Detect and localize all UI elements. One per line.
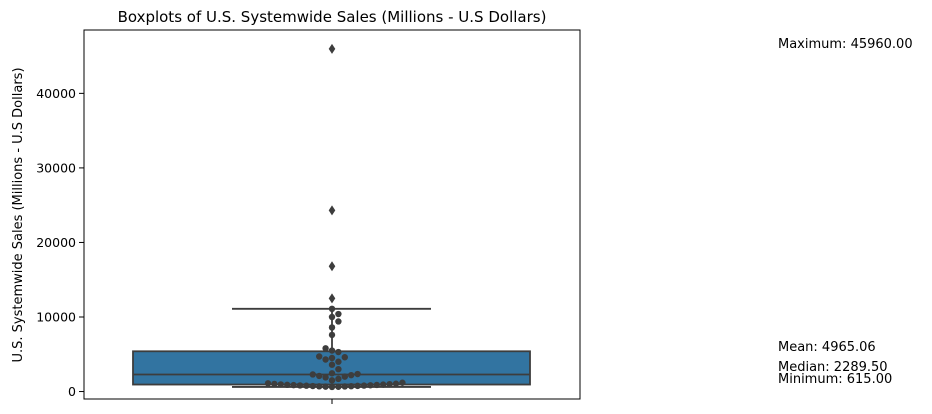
swarm-point xyxy=(328,377,336,384)
y-tick-label: 20000 xyxy=(36,235,76,250)
swarm-point xyxy=(296,382,304,389)
stat-annotation: Minimum: 615.00 xyxy=(778,372,892,387)
swarm-point xyxy=(322,383,329,390)
swarm-point xyxy=(284,381,291,389)
y-axis-label: U.S. Systemwide Sales (Millions - U.S Do… xyxy=(11,67,26,362)
swarm-point xyxy=(335,375,342,383)
plot-frame xyxy=(83,29,581,400)
stat-annotation: Median: 2289.50 xyxy=(778,360,888,375)
swarm-point xyxy=(328,305,336,312)
swarm-point xyxy=(373,381,380,389)
swarm-point xyxy=(303,382,310,389)
stat-annotation: Maximum: 45960.00 xyxy=(778,37,913,52)
chart-title: Boxplots of U.S. Systemwide Sales (Milli… xyxy=(118,8,547,26)
outlier-marker xyxy=(328,261,336,272)
swarm-point xyxy=(264,380,272,387)
swarm-point xyxy=(341,354,348,361)
swarm-point xyxy=(322,345,329,352)
y-tick-label: 30000 xyxy=(36,160,76,175)
y-tick-label: 40000 xyxy=(36,86,76,101)
swarm-point xyxy=(290,381,297,389)
swarm-point xyxy=(277,381,284,388)
swarm-point xyxy=(380,381,387,388)
swarm-point xyxy=(386,380,393,388)
swarm-point xyxy=(335,348,342,356)
swarm-point xyxy=(328,331,336,339)
swarm-point xyxy=(348,371,355,379)
stat-annotation: Mean: 4965.06 xyxy=(778,340,876,355)
swarm-point xyxy=(309,382,316,390)
swarm-point xyxy=(328,347,336,354)
swarm-point xyxy=(335,358,342,365)
y-tick-label: 0 xyxy=(68,384,76,399)
stats-annotations: Maximum: 45960.00 Mean: 4965.06 Median: 22… xyxy=(778,37,913,387)
swarm-point xyxy=(316,383,323,390)
outlier-marker xyxy=(328,293,336,304)
y-tick-label: 10000 xyxy=(36,310,76,325)
swarm-point xyxy=(328,324,336,331)
swarm-point xyxy=(328,370,336,377)
swarm-point xyxy=(354,382,361,390)
swarm-point xyxy=(335,365,342,373)
swarm-point xyxy=(309,371,316,378)
swarm-point xyxy=(335,383,342,390)
swarm-point xyxy=(316,353,323,360)
swarm-point xyxy=(348,382,355,390)
swarm-point xyxy=(328,313,336,321)
swarm-point xyxy=(316,372,323,380)
outlier-marker xyxy=(328,205,336,216)
swarm-point xyxy=(335,318,342,325)
swarm-point xyxy=(392,380,400,387)
swarm-point xyxy=(341,383,348,390)
swarm-point xyxy=(360,382,368,389)
swarm-point xyxy=(399,379,406,386)
swarm-point xyxy=(354,370,361,378)
swarm-point xyxy=(341,373,348,380)
swarm-point xyxy=(367,382,374,389)
outlier-marker xyxy=(328,43,336,54)
swarm-point xyxy=(335,310,342,318)
swarm-point xyxy=(328,383,336,391)
plot-area: 0 10000 20000 30000 40000 xyxy=(36,29,581,404)
swarm-point xyxy=(328,361,336,368)
swarm-point xyxy=(271,380,278,388)
swarm-point xyxy=(328,354,336,362)
swarm-point xyxy=(322,374,329,381)
swarm-point xyxy=(322,356,329,363)
